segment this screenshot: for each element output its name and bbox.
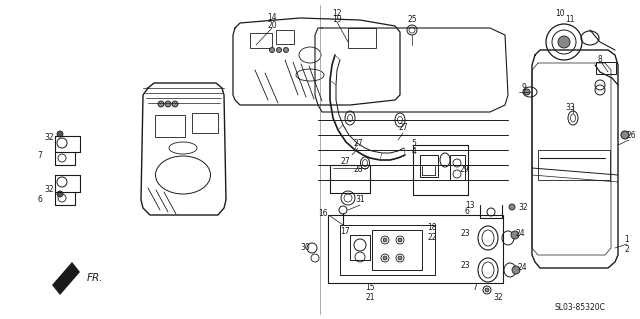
Circle shape: [57, 131, 63, 137]
Text: 25: 25: [407, 16, 417, 25]
Text: 8: 8: [598, 56, 602, 64]
Text: 10: 10: [555, 9, 565, 18]
Bar: [340, 225, 435, 275]
Text: 26: 26: [626, 130, 636, 139]
Text: 16: 16: [318, 209, 328, 218]
Text: 18: 18: [428, 224, 436, 233]
Text: 1: 1: [625, 235, 629, 244]
Circle shape: [398, 256, 402, 260]
Text: 32: 32: [44, 133, 54, 143]
Text: 32: 32: [493, 293, 503, 301]
Text: 22: 22: [428, 234, 436, 242]
Text: 11: 11: [565, 16, 575, 25]
Text: 15: 15: [365, 284, 375, 293]
Circle shape: [158, 101, 164, 107]
Text: 21: 21: [365, 293, 375, 302]
Bar: [155, 115, 185, 137]
Circle shape: [383, 256, 387, 260]
Circle shape: [398, 238, 402, 242]
Circle shape: [621, 131, 629, 139]
Circle shape: [57, 191, 63, 197]
Text: 32: 32: [518, 203, 528, 211]
Text: 23: 23: [460, 261, 470, 270]
Text: 12: 12: [332, 9, 342, 18]
Bar: [192, 113, 218, 133]
Circle shape: [269, 48, 275, 53]
Text: 24: 24: [515, 228, 525, 238]
Text: 7: 7: [38, 151, 42, 160]
Text: 28: 28: [353, 166, 363, 174]
Text: 6: 6: [465, 207, 469, 217]
Text: 30: 30: [300, 243, 310, 253]
Text: 17: 17: [340, 227, 350, 236]
Text: 32: 32: [44, 186, 54, 195]
Circle shape: [511, 231, 519, 239]
Circle shape: [512, 266, 520, 274]
Text: 19: 19: [332, 16, 342, 25]
Text: 14: 14: [267, 13, 277, 23]
Text: 31: 31: [355, 196, 365, 204]
Text: 4: 4: [412, 147, 417, 157]
Text: 24: 24: [517, 263, 527, 272]
Text: 9: 9: [522, 84, 527, 93]
Bar: [596, 62, 616, 74]
Text: 27: 27: [398, 123, 408, 132]
Bar: [450, 155, 465, 180]
Circle shape: [284, 48, 289, 53]
Text: 2: 2: [625, 246, 629, 255]
Bar: [420, 155, 438, 177]
Text: 29: 29: [459, 166, 469, 174]
Text: 7: 7: [472, 284, 477, 293]
Bar: [538, 150, 610, 180]
Bar: [276, 30, 294, 44]
Text: 27: 27: [353, 138, 363, 147]
Text: 20: 20: [267, 21, 277, 31]
Text: 33: 33: [565, 103, 575, 113]
Text: 6: 6: [38, 196, 42, 204]
Circle shape: [524, 89, 530, 95]
Bar: [250, 33, 272, 48]
Circle shape: [172, 101, 178, 107]
Text: FR.: FR.: [87, 273, 103, 283]
Text: 27: 27: [340, 158, 350, 167]
Circle shape: [383, 238, 387, 242]
Circle shape: [485, 288, 489, 292]
Circle shape: [558, 36, 570, 48]
Bar: [330, 165, 370, 193]
Text: 13: 13: [465, 201, 475, 210]
Text: 5: 5: [412, 138, 417, 147]
Circle shape: [165, 101, 171, 107]
Circle shape: [276, 48, 282, 53]
Bar: [328, 215, 503, 283]
Text: 23: 23: [460, 228, 470, 238]
Polygon shape: [52, 262, 80, 295]
Bar: [372, 230, 422, 270]
Text: SL03-85320C: SL03-85320C: [555, 303, 605, 313]
Circle shape: [509, 204, 515, 210]
Bar: [348, 28, 376, 48]
